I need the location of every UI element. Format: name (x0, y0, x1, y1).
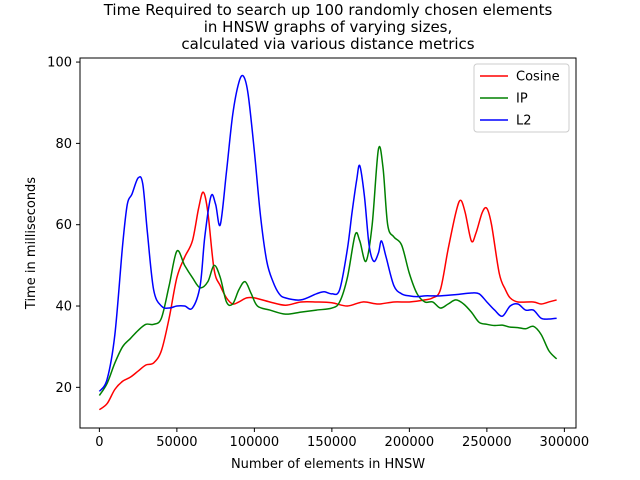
y-tick-label: 60 (55, 218, 72, 233)
x-tick-label: 150000 (307, 435, 357, 450)
y-tick-label: 40 (55, 300, 72, 315)
series-line-ip (98, 145, 558, 396)
series-line-l2 (98, 74, 557, 392)
chart-title-line-1: Time Required to search up 100 randomly … (103, 1, 553, 19)
series-line-cosine (98, 191, 557, 411)
x-tick-label: 250000 (462, 435, 512, 450)
x-tick-label: 50000 (156, 435, 197, 450)
plot-frame (79, 57, 577, 429)
x-axis-label: Number of elements in HNSW (231, 457, 425, 472)
y-axis: 20 40 60 80 100 (47, 56, 80, 396)
legend-label-l2: L2 (516, 114, 532, 129)
x-tick-label: 200000 (385, 435, 435, 450)
y-tick-label: 20 (55, 381, 72, 396)
x-tick-label: 0 (95, 435, 103, 450)
legend-items: Cosine IP L2 (480, 70, 560, 129)
series-layer (98, 74, 558, 411)
y-tick-label: 80 (55, 137, 72, 152)
chart-title-line-3: calculated via various distance metrics (181, 35, 474, 53)
x-axis: 0 50000 100000 150000 200000 250000 300000 (95, 428, 589, 450)
legend-label-ip: IP (516, 92, 528, 107)
y-tick-label: 100 (47, 56, 72, 71)
y-axis-label: Time in milliseconds (24, 177, 39, 310)
legend: Cosine IP L2 (473, 63, 570, 133)
plot-area (79, 57, 577, 429)
chart-title-line-2: in HNSW graphs of varying sizes, (204, 18, 453, 36)
chart-title: Time Required to search up 100 randomly … (103, 1, 553, 53)
x-tick-label: 100000 (230, 435, 280, 450)
x-tick-label: 300000 (540, 435, 590, 450)
legend-box (473, 63, 570, 133)
legend-label-cosine: Cosine (516, 70, 560, 85)
